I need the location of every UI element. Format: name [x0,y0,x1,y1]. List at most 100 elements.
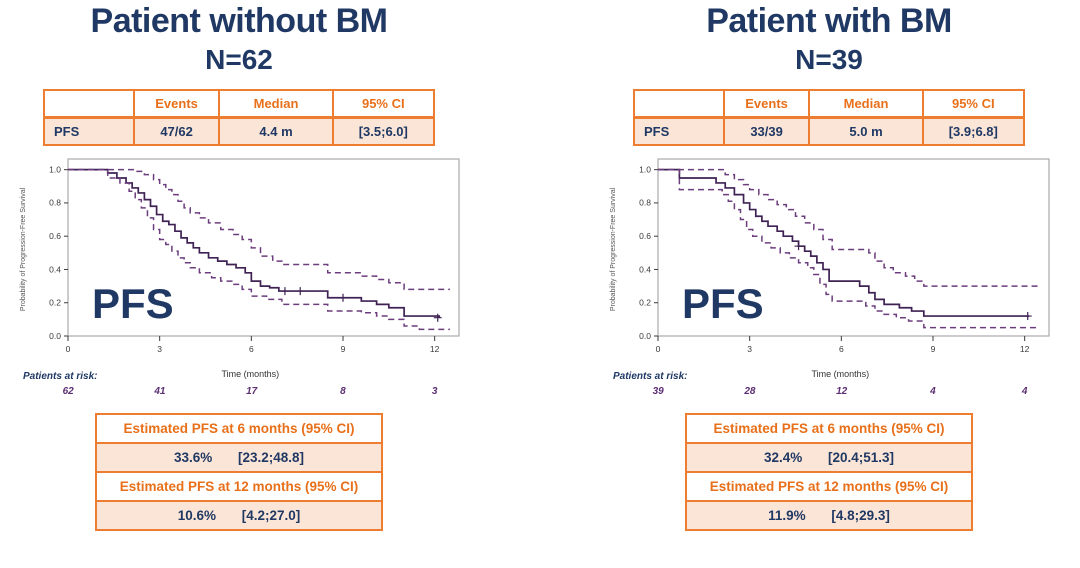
estimate-6m-header: Estimated PFS at 6 months (95% CI) [685,413,973,444]
summary-events-value: 47/62 [132,116,221,146]
summary-header-empty [43,89,135,119]
at-risk-count: 3 [431,386,438,397]
estimate-12m-ci: [4.8;29.3] [831,508,890,523]
y-tick-label: 0.8 [49,198,61,208]
axis-caption-row: Patients at risk: Time (months) [603,368,1055,385]
summary-row-label: PFS [43,116,135,146]
estimate-12m-values: 10.6% [4.2;27.0] [95,500,383,531]
estimate-6m-header: Estimated PFS at 6 months (95% CI) [95,413,383,444]
estimate-header-row: Estimated PFS at 6 months (95% CI) [95,413,383,444]
y-tick-label: 1.0 [639,164,651,174]
plot-area-box [67,158,460,337]
estimate-12m-percent: 10.6% [177,508,216,523]
censor-mark [794,242,803,251]
at-risk-count: 17 [246,386,258,397]
pfs-summary-table: Events Median 95% CI PFS 47/62 4.4 m [3.… [43,89,436,146]
summary-header-empty [633,89,725,119]
panel-without-bm-content: Patient without BM N=62 Events Median 95… [8,2,470,531]
y-tick-label: 0.8 [639,198,651,208]
estimate-12m-header: Estimated PFS at 12 months (95% CI) [685,471,973,502]
patients-at-risk-label: Patients at risk: [613,371,688,382]
at-risk-count: 41 [154,386,166,397]
estimate-value-row: 10.6% [4.2;27.0] [95,500,383,531]
summary-header-ci: 95% CI [331,89,436,119]
summary-events-value: 33/39 [722,116,811,146]
panel-n-count: N=39 [795,44,863,75]
summary-median-value: 5.0 m [808,116,924,146]
km-ci-line [68,168,450,291]
x-tick-label: 9 [931,344,936,354]
summary-ci-value: [3.5;6.0] [331,116,436,146]
y-axis-label: Probability of Progression-Free Survival [610,187,617,311]
estimate-6m-values: 33.6% [23.2;48.8] [95,442,383,473]
km-ci-line [68,168,450,331]
estimate-6m-ci: [23.2;48.8] [238,450,305,465]
censor-mark [1023,312,1032,321]
pfs-estimates-table: Estimated PFS at 6 months (95% CI) 33.6%… [95,413,383,531]
at-risk-count: 62 [62,386,74,397]
censor-mark [339,293,347,302]
censor-mark [296,287,305,296]
x-tick-label: 9 [341,344,346,354]
censor-mark [280,287,289,296]
at-risk-count: 4 [930,386,936,397]
estimate-header-row: Estimated PFS at 12 months (95% CI) [95,471,383,502]
summary-value-row: PFS 47/62 4.4 m [3.5;6.0] [43,116,436,146]
km-ci-line [658,168,1040,287]
pfs-summary-table: Events Median 95% CI PFS 33/39 5.0 m [3.… [633,89,1026,146]
x-tick-label: 0 [66,344,71,354]
y-tick-label: 0.2 [639,298,651,308]
axis-caption-row: Patients at risk: Time (months) [13,368,465,385]
estimate-12m-header: Estimated PFS at 12 months (95% CI) [95,471,383,502]
y-tick-label: 0.0 [49,331,61,341]
y-tick-label: 0.2 [49,298,61,308]
y-tick-label: 0.4 [49,264,61,274]
x-axis-label: Time (months) [811,369,870,379]
estimate-6m-values: 32.4% [20.4;51.3] [685,442,973,473]
summary-ci-value: [3.9;6.8] [921,116,1026,146]
x-tick-label: 3 [747,344,752,354]
summary-header-median: Median [808,89,924,119]
at-risk-count: 12 [836,386,848,397]
estimate-6m-ci: [20.4;51.3] [828,450,895,465]
estimate-12m-ci: [4.2;27.0] [241,508,301,523]
at-risk-count: 8 [340,386,346,397]
x-tick-label: 12 [1020,344,1030,354]
pfs-chart-label: PFS [92,280,174,327]
x-tick-label: 0 [656,344,661,354]
patients-at-risk-row: 39 28 12 4 4 [603,386,1055,401]
estimate-value-row: 32.4% [20.4;51.3] [685,442,973,473]
km-chart-with-bm: 0.0 0.2 0.4 0.6 0.8 1.0 0 3 6 9 12 Probability of P… [610,158,1050,354]
estimate-value-row: 33.6% [23.2;48.8] [95,442,383,473]
y-tick-label: 0.4 [639,264,651,274]
patients-at-risk-label: Patients at risk: [23,371,98,382]
patients-at-risk-row: 62 41 17 8 3 [13,386,465,401]
pfs-estimates-table: Estimated PFS at 6 months (95% CI) 32.4%… [685,413,973,531]
summary-median-value: 4.4 m [218,116,334,146]
at-risk-count: 39 [652,386,664,397]
x-tick-label: 12 [430,344,440,354]
at-risk-count: 4 [1021,386,1028,397]
y-tick-label: 0.6 [49,231,61,241]
estimate-6m-percent: 32.4% [763,450,803,465]
y-tick-label: 0.0 [639,331,651,341]
estimate-6m-percent: 33.6% [173,450,213,465]
summary-header-events: Events [132,89,221,119]
panel-without-bm: Patient without BM N=62 Events Median 95… [8,2,470,531]
estimate-value-row: 11.9% [4.8;29.3] [685,500,973,531]
summary-header-events: Events [722,89,811,119]
x-tick-label: 6 [249,344,254,354]
pfs-chart-label: PFS [682,280,764,327]
estimate-12m-percent: 11.9% [768,508,806,523]
estimate-12m-values: 11.9% [4.8;29.3] [685,500,973,531]
x-tick-label: 3 [157,344,162,354]
summary-header-row: Events Median 95% CI [43,89,436,119]
censor-mark [433,313,442,322]
summary-row-label: PFS [633,116,725,146]
panel-with-bm-content: Patient with BM N=39 Events Median 95% C… [598,2,1060,531]
panel-title: Patient with BM [706,2,952,40]
summary-header-ci: 95% CI [921,89,1026,119]
y-axis-label: Probability of Progression-Free Survival [20,187,27,311]
summary-value-row: PFS 33/39 5.0 m [3.9;6.8] [633,116,1026,146]
